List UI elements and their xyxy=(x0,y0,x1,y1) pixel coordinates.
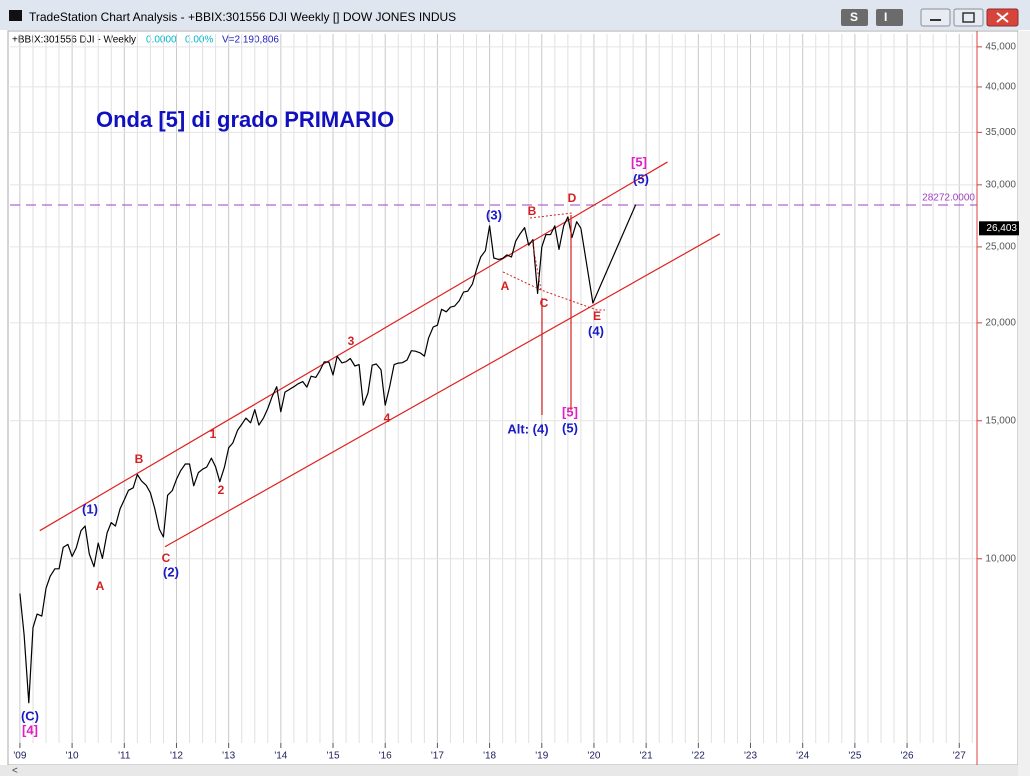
y-tick-label: 40,000 xyxy=(985,82,1016,93)
y-tick-label: 30,000 xyxy=(985,179,1016,190)
y-tick-label: 35,000 xyxy=(985,127,1016,138)
wave-drawings xyxy=(502,212,605,415)
wave-label: (2) xyxy=(163,564,179,579)
close-icon xyxy=(996,12,1009,23)
wave-dotted xyxy=(531,239,542,291)
y-tick-label: 25,000 xyxy=(985,242,1016,253)
wave-label: D xyxy=(568,191,577,205)
wave-label: A xyxy=(96,579,105,593)
trendline xyxy=(164,233,721,548)
wave-label: 2 xyxy=(218,483,225,497)
insert-button[interactable] xyxy=(876,9,903,26)
style-button[interactable] xyxy=(841,9,868,26)
maximize-button[interactable] xyxy=(953,8,984,27)
wave-label: 4 xyxy=(384,411,391,425)
x-tick-label: '09 xyxy=(13,751,26,762)
x-tick-label: '16 xyxy=(379,751,392,762)
grid: '09 '10 '11 '12 '13 '14 '15 '16 '17 '18 '19 '20 '21 '… xyxy=(10,34,1016,762)
h-scrollbar[interactable] xyxy=(0,765,1018,776)
x-tick-label: '12 xyxy=(170,751,183,762)
projection-line xyxy=(580,204,637,304)
x-tick-label: '14 xyxy=(274,751,287,762)
scroll-left[interactable]: < xyxy=(12,766,18,776)
x-tick-label: '10 xyxy=(66,751,79,762)
wave-label: A xyxy=(501,279,510,293)
wave-label: 1 xyxy=(210,427,217,441)
x-tick-label: '19 xyxy=(535,751,548,762)
x-tick-label: '15 xyxy=(327,751,340,762)
x-tick-label: '23 xyxy=(744,751,757,762)
wave-dotted xyxy=(529,212,573,219)
side-strip xyxy=(1018,31,1030,776)
x-tick-label: '11 xyxy=(118,751,131,762)
y-tick-label: 15,000 xyxy=(985,415,1016,426)
wave-label: (5) xyxy=(633,171,649,186)
wave-label: B xyxy=(528,204,537,218)
wave-label: [5] xyxy=(631,154,647,169)
wave-label: [5] xyxy=(562,404,578,419)
price-line xyxy=(19,216,582,704)
x-tick-label: '27 xyxy=(953,751,966,762)
x-tick-label: '22 xyxy=(692,751,705,762)
window-title: TradeStation Chart Analysis - +BBIX:3015… xyxy=(29,10,456,24)
maximize-icon xyxy=(962,12,975,23)
wave-label: E xyxy=(593,309,601,323)
style-button-label: S xyxy=(850,10,858,24)
insert-button-label: I xyxy=(884,10,887,24)
last-price-label: 26,403 xyxy=(986,223,1017,234)
trendline xyxy=(39,161,668,532)
chart-title: Onda [5] di grado PRIMARIO xyxy=(96,107,394,132)
wave-label: B xyxy=(135,452,144,466)
x-tick-label: '18 xyxy=(483,751,496,762)
minimize-button[interactable] xyxy=(920,8,951,27)
y-tick-label: 20,000 xyxy=(985,317,1016,328)
wave-label: (5) xyxy=(562,420,578,435)
app-icon xyxy=(9,10,22,21)
wave-label: (4) xyxy=(588,323,604,338)
y-tick-label: 10,000 xyxy=(985,553,1016,564)
wave-label: (C) xyxy=(21,708,39,723)
x-tick-label: '20 xyxy=(587,751,600,762)
wave-label: (3) xyxy=(486,207,502,222)
x-tick-label: '21 xyxy=(640,751,653,762)
wave-label: Alt: (4) xyxy=(507,421,548,436)
wave-label: C xyxy=(540,296,549,310)
symbol-info: +BBIX:301556 DJI - Weekly xyxy=(12,35,136,46)
wave-label: 3 xyxy=(348,334,355,348)
percent-info: 0.00% xyxy=(185,35,213,46)
wave-dotted xyxy=(502,271,605,311)
chart-panel xyxy=(7,30,1019,766)
last-price-box xyxy=(979,221,1019,236)
wave-label: (1) xyxy=(82,501,98,516)
x-tick-label: '25 xyxy=(848,751,861,762)
x-tick-label: '13 xyxy=(222,751,235,762)
volume-info: V=2,190,806 xyxy=(222,35,279,46)
x-tick-label: '24 xyxy=(796,751,809,762)
change-info: 0.0000 xyxy=(146,35,177,46)
wave-label: [4] xyxy=(22,722,38,737)
x-tick-label: '17 xyxy=(431,751,444,762)
y-tick-label: 45,000 xyxy=(985,41,1016,52)
level-label: 28272.0000 xyxy=(922,193,975,204)
x-tick-label: '26 xyxy=(901,751,914,762)
wave-label: C xyxy=(162,551,171,565)
